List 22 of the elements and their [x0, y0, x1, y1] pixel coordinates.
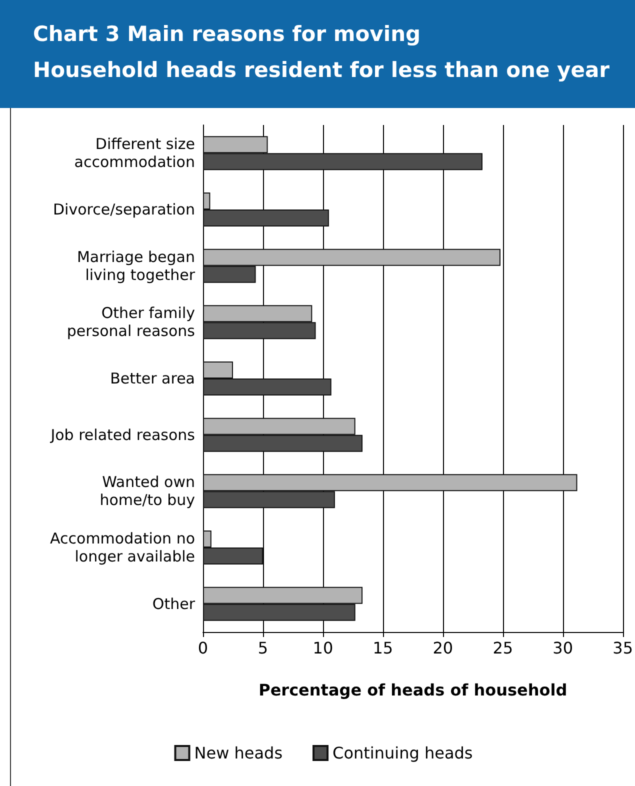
y-tick-label: Better area	[110, 370, 195, 388]
y-tick-label: Different size accommodation	[74, 135, 195, 172]
x-tick-label: 10	[312, 638, 334, 658]
y-tick-label: Other family personal reasons	[66, 304, 196, 340]
x-tick-label: 35	[612, 638, 633, 658]
x-tick-label: 0	[198, 638, 208, 658]
x-axis-title: Percentage of heads of household	[258, 680, 568, 700]
y-tick-label: Wanted own home/to buy	[100, 473, 196, 510]
y-tick-label: Marriage began living together	[76, 248, 196, 284]
legend-label: New heads	[194, 744, 283, 762]
x-tick-label: 5	[258, 638, 268, 658]
chart-title: Chart 3 Main reasons for moving	[33, 22, 422, 46]
y-tick-label: Other	[152, 594, 196, 613]
x-tick-label: 15	[372, 638, 394, 658]
x-tick-label: 25	[492, 638, 514, 658]
chart-subtitle: Household heads resident for less than one year	[33, 58, 610, 82]
x-tick-label: 20	[432, 638, 454, 658]
y-tick-label: Job related reasons	[50, 426, 196, 444]
y-tick-label: Accommodation no longer available	[50, 530, 195, 566]
legend-label: Continuing heads	[332, 744, 473, 762]
y-tick-label: Divorce/separation	[53, 200, 195, 218]
x-tick-label: 30	[552, 638, 574, 658]
